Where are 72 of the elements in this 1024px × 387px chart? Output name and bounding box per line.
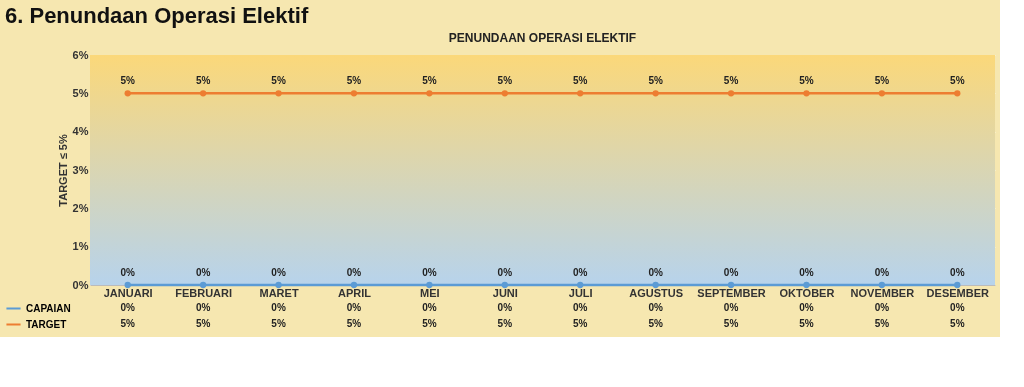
data-label: 0% — [422, 302, 437, 313]
x-tick-label: SEPTEMBER — [697, 286, 766, 299]
data-label: 0% — [120, 302, 136, 313]
text: 0% — [799, 267, 814, 278]
x-tick-label: JULI — [568, 286, 593, 299]
text: 0% — [346, 267, 362, 278]
chart-title: 6. Penundaan Operasi Elektif — [5, 3, 309, 28]
data-label: 5% — [950, 318, 965, 329]
data-label: 5% — [346, 318, 362, 329]
data-label: 0% — [346, 302, 362, 313]
text: 0% — [723, 267, 739, 278]
data-label: 5% — [271, 318, 286, 329]
text: 0% — [950, 267, 965, 278]
data-label: 5% — [572, 318, 588, 329]
legend-label: CAPAIAN — [26, 302, 71, 314]
text: 0% — [648, 267, 663, 278]
text: 0% — [422, 267, 437, 278]
data-label: 5% — [497, 318, 513, 329]
x-tick-label: JANUARI — [103, 286, 153, 299]
text: 5% — [874, 75, 890, 87]
y-tick-label: 0% — [72, 278, 89, 291]
data-label: 5% — [723, 318, 739, 329]
data-label: 0% — [572, 302, 588, 313]
text: 5% — [648, 75, 663, 87]
y-tick-label: 1% — [72, 240, 89, 253]
text: 5% — [497, 75, 513, 87]
y-tick-label: 4% — [72, 125, 89, 138]
text: 0% — [120, 267, 135, 278]
data-label: 5% — [874, 318, 890, 329]
data-label: 0% — [648, 302, 663, 313]
text: 5% — [346, 75, 362, 87]
data-label: 5% — [422, 318, 437, 329]
text: 0% — [572, 267, 588, 278]
y-tick-label: 5% — [72, 86, 89, 99]
data-label: 0% — [723, 302, 739, 313]
data-label: 0% — [195, 302, 211, 313]
text: 5% — [950, 75, 965, 87]
x-tick-label: OKTOBER — [779, 286, 835, 299]
x-tick-label: DESEMBER — [926, 286, 990, 299]
data-label: 5% — [648, 318, 663, 329]
data-label: 0% — [950, 302, 965, 313]
chart-subtitle: PENUNDAAN OPERASI ELEKTIF — [448, 31, 637, 45]
legend-label: TARGET — [26, 318, 67, 330]
x-tick-label: APRIL — [337, 286, 372, 299]
x-tick-label: MEI — [420, 286, 440, 299]
data-label: 0% — [874, 302, 890, 313]
text: 0% — [271, 267, 286, 278]
x-tick-label: FEBRUARI — [175, 286, 233, 299]
y-axis-title: TARGET ≤ 5% — [56, 134, 69, 207]
data-label: 0% — [271, 302, 286, 313]
text: 0% — [874, 267, 890, 278]
x-tick-label: JUNI — [492, 286, 518, 299]
data-label: 5% — [120, 318, 136, 329]
text: 5% — [195, 75, 211, 87]
data-label: 0% — [497, 302, 513, 313]
text: 5% — [723, 75, 739, 87]
text: 5% — [799, 75, 814, 87]
y-tick-label: 3% — [72, 163, 89, 176]
x-tick-label: AGUSTUS — [629, 286, 684, 299]
data-label: 0% — [799, 302, 814, 313]
x-tick-label: NOVEMBER — [850, 286, 915, 299]
text: 5% — [120, 75, 135, 87]
text: 5% — [572, 75, 588, 87]
text: 5% — [422, 75, 437, 87]
x-tick-label: MARET — [259, 286, 299, 299]
data-label: 5% — [799, 318, 814, 329]
y-tick-label: 2% — [72, 201, 89, 214]
text: 0% — [497, 267, 513, 278]
data-label: 5% — [195, 318, 211, 329]
text: 5% — [271, 75, 286, 87]
text: 0% — [195, 267, 211, 278]
y-tick-label: 6% — [72, 48, 89, 61]
